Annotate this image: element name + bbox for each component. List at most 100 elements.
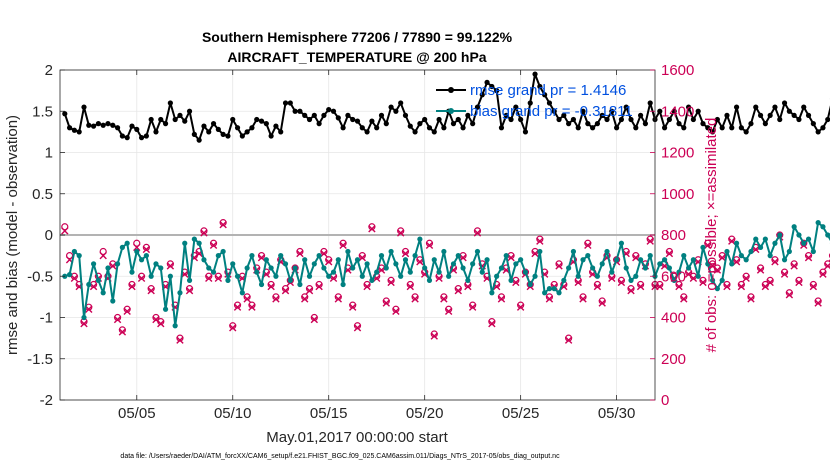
obs-assimilated-stroke: [137, 274, 146, 283]
bias-point: [138, 257, 145, 263]
bias-point: [465, 277, 471, 283]
obs-assimilated-marker: [713, 266, 722, 274]
bias-point: [820, 224, 826, 230]
rmse-point: [278, 129, 284, 135]
obs-assimilated-marker: [814, 299, 822, 307]
bias-point: [518, 257, 524, 263]
obs-assimilated-stroke: [512, 278, 520, 287]
rmse-point: [762, 121, 768, 127]
rmse-point: [306, 116, 313, 123]
rmse-point: [95, 121, 101, 127]
bias-point: [575, 273, 581, 279]
rmse-point: [690, 116, 696, 123]
bias-point: [105, 265, 111, 271]
obs-assimilated-stroke: [478, 262, 486, 270]
obs-assimilated-stroke: [411, 295, 419, 303]
bias-point: [599, 261, 605, 267]
bias-point: [412, 253, 418, 259]
obs-assimilated-marker: [632, 253, 640, 262]
obs-assimilated-stroke: [219, 220, 227, 229]
data-file-footnote: data file: /Users/raeder/DAI/ATM_forcXX/…: [120, 453, 560, 460]
obs-assimilated-marker: [363, 282, 371, 291]
obs-assimilated-marker: [301, 295, 309, 303]
bias-point: [810, 248, 816, 255]
obs-assimilated-marker: [584, 241, 592, 250]
bias-point: [642, 265, 649, 271]
rmse-point: [321, 112, 327, 118]
rmse-point: [527, 100, 533, 106]
rmse-point: [374, 125, 380, 131]
bias-point: [719, 277, 725, 283]
obs-assimilated-stroke: [89, 282, 98, 291]
rmse-point: [172, 116, 178, 123]
rmse-point: [700, 121, 706, 127]
rmse-point: [273, 123, 279, 129]
bias-point: [335, 257, 341, 263]
rmse-point: [402, 112, 409, 118]
bias-point: [681, 253, 687, 259]
obs-assimilated-stroke: [267, 282, 275, 291]
obs-assimilated-stroke: [147, 286, 155, 295]
bias-point: [638, 257, 644, 263]
obs-assimilated-stroke: [152, 315, 160, 324]
bias-point: [676, 269, 682, 275]
rmse-point: [614, 125, 620, 131]
y-left-tick-label: -1: [40, 310, 53, 327]
rmse-point: [556, 116, 562, 123]
obs-assimilated-marker: [675, 282, 683, 291]
obs-assimilated-marker: [512, 278, 520, 287]
obs-assimilated-marker: [411, 295, 419, 303]
rmse-point: [359, 125, 365, 131]
obs-assimilated-stroke: [296, 249, 304, 258]
bias-point: [316, 253, 322, 259]
bias-point: [777, 232, 783, 238]
rmse-point: [230, 116, 236, 123]
rmse-point: [546, 100, 553, 106]
rmse-point: [753, 104, 759, 110]
obs-assimilated-marker: [243, 295, 251, 303]
rmse-point: [292, 108, 298, 114]
obs-assimilated-marker: [387, 278, 395, 287]
rmse-point: [781, 100, 788, 106]
bias-point: [268, 265, 274, 271]
obs-assimilated-marker: [790, 262, 798, 270]
obs-assimilated-marker: [377, 266, 386, 274]
obs-assimilated-stroke: [473, 229, 482, 237]
bias-point: [158, 265, 164, 271]
rmse-point: [249, 125, 255, 131]
rmse-point: [805, 112, 812, 118]
bias-point: [513, 261, 519, 267]
bias-point: [81, 314, 87, 321]
obs-assimilated-marker: [756, 266, 765, 274]
obs-assimilated-stroke: [133, 243, 141, 252]
chart-title: Southern Hemisphere 77206 / 77890 = 99.1…: [202, 29, 513, 45]
rmse-point: [628, 116, 634, 123]
bias-point: [182, 240, 188, 246]
rmse-point: [350, 116, 356, 123]
y-right-tick-label: 400: [661, 310, 686, 327]
obs-assimilated-stroke: [790, 262, 798, 270]
rmse-point: [191, 131, 197, 137]
obs-assimilated-marker: [123, 307, 131, 316]
obs-assimilated-stroke: [416, 258, 424, 266]
bias-point: [172, 323, 178, 329]
rmse-point: [86, 122, 92, 128]
bias-point: [772, 240, 778, 246]
obs-assimilated-marker: [440, 295, 448, 303]
bias-point: [278, 253, 284, 259]
rmse-point: [263, 121, 269, 127]
bias-point: [661, 257, 668, 263]
obs-assimilated-stroke: [636, 282, 645, 291]
rmse-point: [695, 108, 701, 114]
x-tick-label: 05/10: [214, 405, 252, 422]
bias-point: [590, 265, 596, 271]
rmse-point: [671, 108, 677, 114]
rmse-point: [71, 127, 77, 133]
rmse-point: [825, 116, 830, 123]
rmse-point: [177, 112, 183, 118]
rmse-point: [542, 92, 548, 98]
x-axis-label: May.01,2017 00:00:00 start: [266, 429, 448, 446]
bias-point: [402, 257, 409, 263]
rmse-point: [508, 116, 514, 123]
bias-point: [431, 257, 437, 263]
